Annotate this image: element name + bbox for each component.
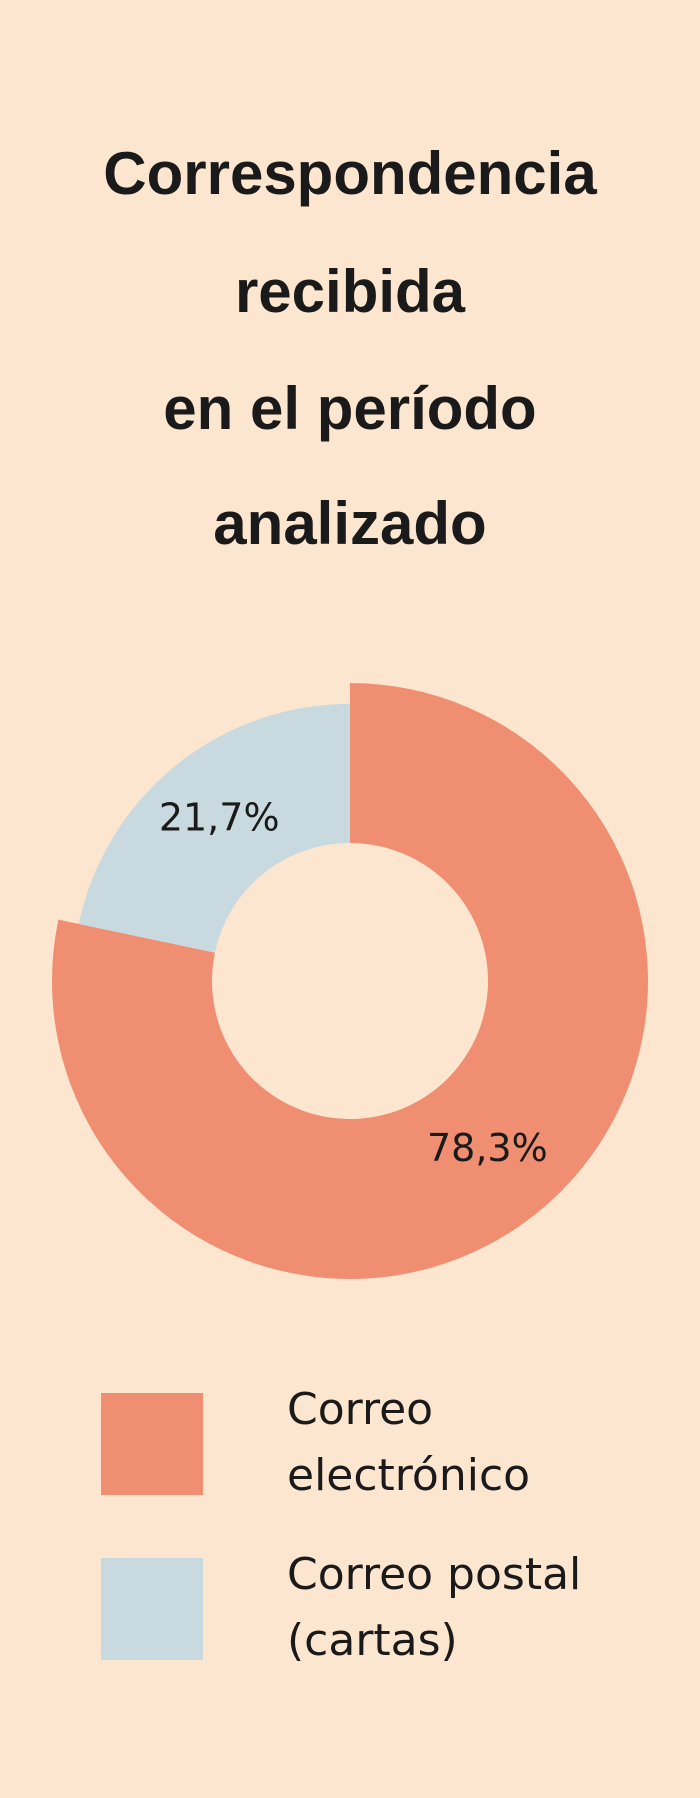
chart-title: recibida (235, 258, 466, 325)
donut-slice (78, 703, 351, 953)
legend-swatch (101, 1558, 203, 1660)
value-label: 21,7% (159, 795, 280, 839)
chart-title: analizado (213, 490, 486, 557)
value-label: 78,3% (427, 1126, 548, 1170)
donut-slice (51, 683, 648, 1279)
chart-title: Correspondencia (103, 140, 597, 207)
legend-swatch (101, 1393, 203, 1495)
chart-title: en el período (163, 375, 536, 442)
legend-label: Correo postal (cartas) (287, 1549, 582, 1666)
legend-label: Correo electrónico (287, 1384, 531, 1501)
